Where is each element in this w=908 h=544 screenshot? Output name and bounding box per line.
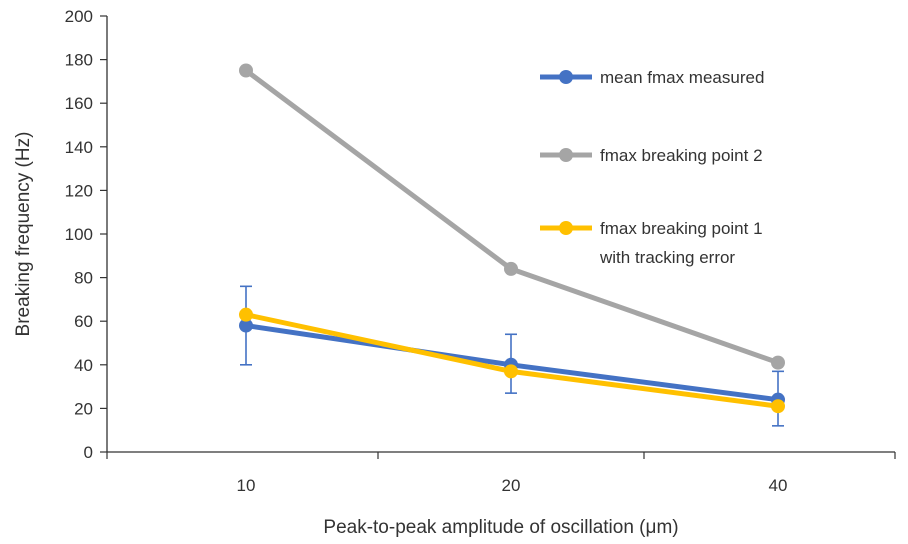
data-point [771,355,785,370]
y-axis-ticks: 0 20 40 60 80 100 120 140 160 180 200 [65,7,107,462]
series-1 [239,285,785,427]
legend-swatch-marker [559,148,573,162]
x-tick-label: 20 [502,476,521,495]
x-axis-title: Peak-to-peak amplitude of oscillation (μ… [323,517,678,538]
legend-label: mean fmax measured [600,68,764,87]
y-tick-label: 140 [65,138,93,157]
data-point [239,63,253,78]
legend-label: fmax breaking point 1 [600,219,763,238]
legend-item: fmax breaking point 2 [540,146,763,165]
y-tick-label: 180 [65,51,93,70]
y-tick-label: 120 [65,181,93,200]
legend-swatch-marker [559,221,573,235]
y-tick-label: 200 [65,7,93,26]
y-tick-label: 60 [74,312,93,331]
data-point [239,307,253,322]
y-axis-title: Breaking frequency (Hz) [13,132,34,337]
legend-label: fmax breaking point 2 [600,146,763,165]
series-2 [239,63,785,370]
series-layer [239,63,785,427]
y-tick-label: 80 [74,269,93,288]
series-line [243,68,781,366]
data-point [504,261,518,276]
x-axis-ticks: 10 20 40 [106,452,896,495]
data-point [771,399,785,414]
y-tick-label: 20 [74,399,93,418]
data-point [504,364,518,379]
data-point [239,318,253,333]
x-tick-label: 40 [769,476,788,495]
legend: mean fmax measured fmax breaking point 2 f… [540,68,764,267]
series-3 [239,307,785,414]
legend-item: fmax breaking point 1 with tracking error [540,219,763,267]
legend-swatch-marker [559,70,573,84]
x-tick-label: 10 [237,476,256,495]
y-tick-label: 100 [65,225,93,244]
y-tick-label: 0 [84,443,93,462]
y-tick-label: 160 [65,94,93,113]
legend-label: with tracking error [599,248,735,267]
legend-item: mean fmax measured [540,68,764,87]
y-tick-label: 40 [74,356,93,375]
